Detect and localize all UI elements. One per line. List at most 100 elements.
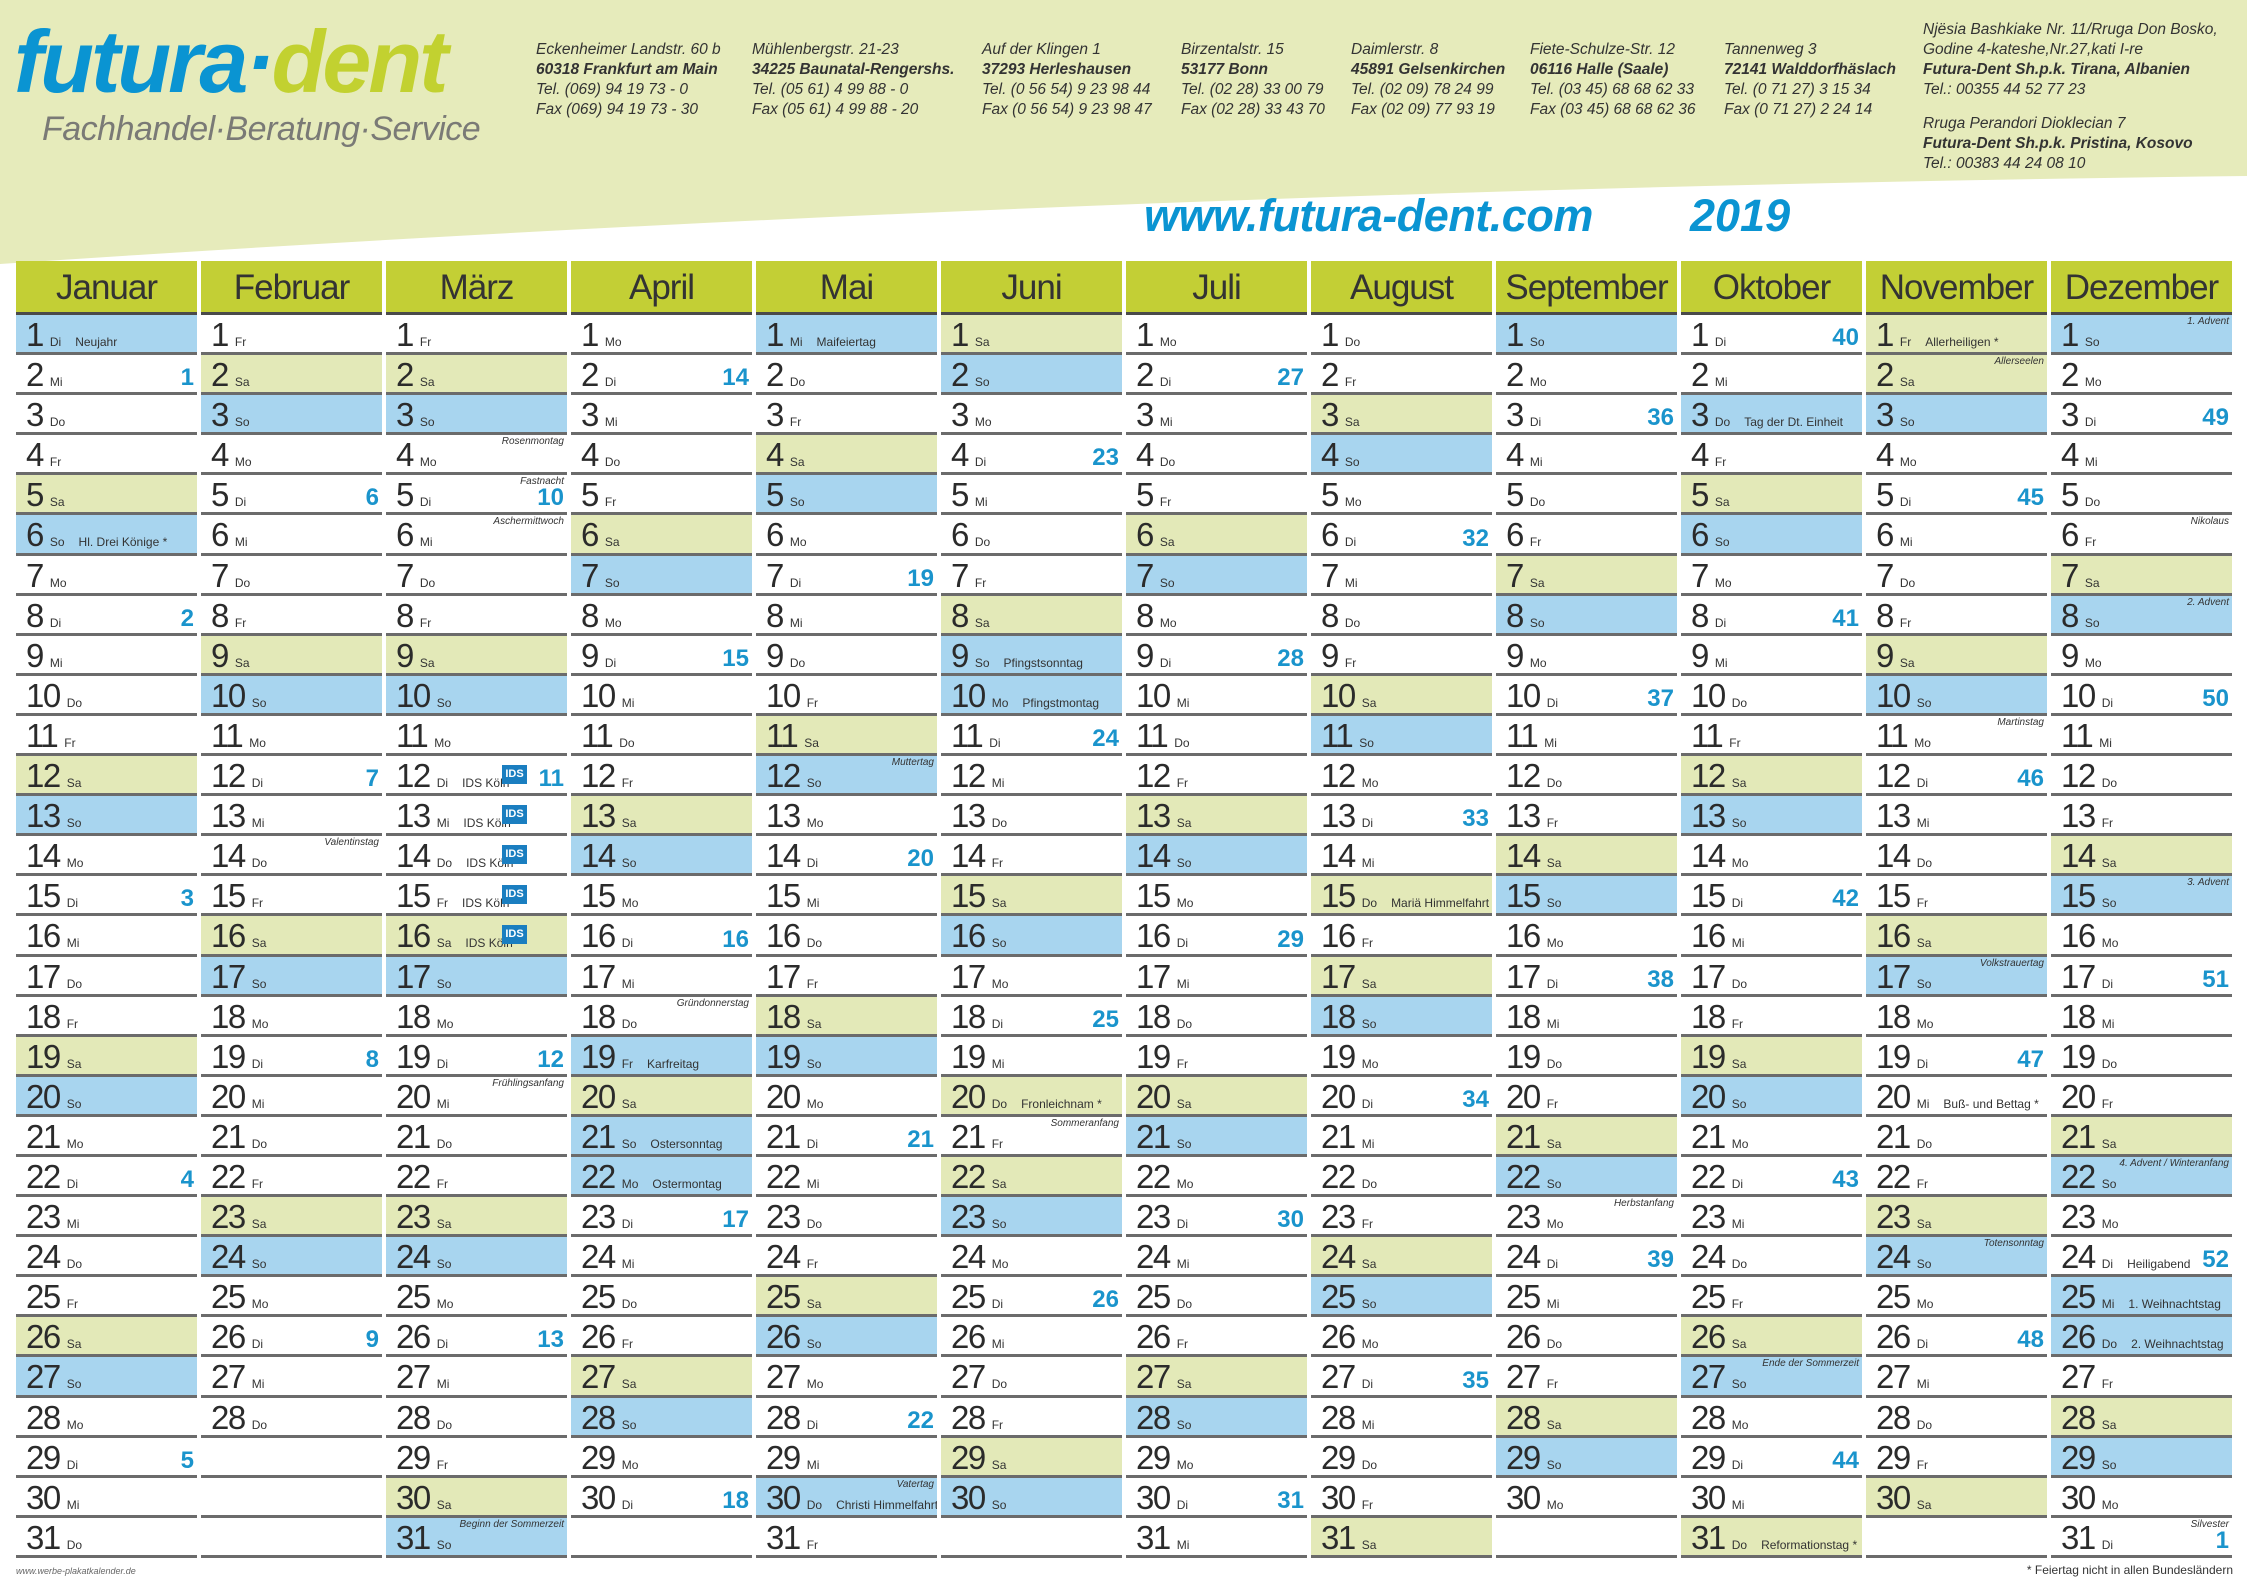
day-cell: 6 So Hl. Drei Könige * xyxy=(16,515,197,556)
day-number: 12 xyxy=(951,757,986,795)
weekday: Mo xyxy=(2084,375,2102,390)
day-number: 4 xyxy=(1876,436,1894,474)
weekday: Mi xyxy=(1714,375,1728,390)
day-number: 6 xyxy=(1691,516,1709,554)
weekday: Fr xyxy=(991,1417,1004,1432)
weekday: Do xyxy=(2084,495,2101,510)
weekday: Mi xyxy=(1176,1537,1190,1552)
week-number: 30 xyxy=(1277,1206,1304,1234)
week-number: 29 xyxy=(1277,925,1304,953)
day-cell: 22 Mo xyxy=(1126,1156,1307,1198)
day-cell: 28 So xyxy=(1126,1397,1307,1438)
day-number: 10 xyxy=(766,676,801,714)
day-number: 18 xyxy=(1136,997,1171,1035)
day-cell: 24 So xyxy=(386,1237,567,1278)
day-number: 8 xyxy=(951,596,969,634)
day-cell: 21 Sa xyxy=(2051,1116,2232,1157)
day-number: 6 xyxy=(2061,516,2079,554)
day-number: 16 xyxy=(581,917,616,955)
day-cell: 10 Mi xyxy=(571,675,752,716)
day-number: 27 xyxy=(951,1358,986,1396)
weekday: Do xyxy=(1916,856,1933,871)
day-cell: 7 Sa xyxy=(2051,555,2232,596)
month-header: Juli xyxy=(1126,261,1307,315)
ids-logo-icon: IDS xyxy=(502,925,527,945)
day-number: 11 xyxy=(396,716,429,754)
holiday-label: 1. Weihnachtstag xyxy=(2128,1297,2221,1312)
day-cell: 6 Mi xyxy=(201,515,382,556)
day-number: 26 xyxy=(211,1318,246,1356)
day-cell: 29 Fr xyxy=(386,1437,567,1478)
day-number: 25 xyxy=(766,1278,801,1316)
day-cell: 2 Di 27 xyxy=(1126,355,1307,396)
day-cell: 12 Do xyxy=(2051,756,2232,797)
month-column: August 1 Do 2 Fr 3 Sa 4 So 5 Mo 6 Di 32 7 Mi 8 Do 9 Fr 10 Sa 1… xyxy=(1311,261,1496,1558)
day-number: 23 xyxy=(951,1198,986,1236)
day-cell: 14 Sa xyxy=(2051,836,2232,877)
weekday: Fr xyxy=(621,776,634,791)
address-block: Eckenheimer Landstr. 60 b 60318 Frankfur… xyxy=(536,40,721,120)
weekday: Fr xyxy=(1176,1337,1189,1352)
day-cell: 25 Fr xyxy=(1681,1277,1862,1318)
day-number: 12 xyxy=(581,757,616,795)
day-number: 7 xyxy=(2061,556,2079,594)
day-number: 12 xyxy=(1876,757,1911,795)
day-number: 22 xyxy=(1321,1157,1356,1195)
weekday: Do xyxy=(806,1217,823,1232)
week-number: 25 xyxy=(1092,1005,1119,1033)
day-cell: 11 So xyxy=(1311,715,1492,757)
day-number: 16 xyxy=(766,917,801,955)
weekday: Mo xyxy=(1546,1497,1564,1512)
address-block: Auf der Klingen 1 37293 Herleshausen Tel… xyxy=(982,40,1152,120)
day-number: 7 xyxy=(26,556,44,594)
day-cell: 25 Do xyxy=(571,1277,752,1318)
week-number: 13 xyxy=(537,1326,564,1354)
weekday: Di xyxy=(2084,415,2097,430)
day-cell: 16 Do xyxy=(756,916,937,957)
day-number: 12 xyxy=(211,757,246,795)
day-cell: 8 So 2. Advent xyxy=(2051,595,2232,636)
day-cell: 20 So xyxy=(16,1076,197,1117)
day-number: 16 xyxy=(1876,917,1911,955)
weekday: Fr xyxy=(1714,455,1727,470)
day-cell: 4 Mi xyxy=(2051,435,2232,476)
day-cell: 24 Mi xyxy=(1126,1237,1307,1278)
day-cell: 13 Sa xyxy=(1126,796,1307,837)
day-number: 9 xyxy=(211,636,229,674)
day-cell: 1 So xyxy=(1496,315,1677,356)
weekday: Mi xyxy=(49,655,63,670)
day-cell: 26 Di 13 xyxy=(386,1317,567,1358)
website-link[interactable]: www.futura-dent.com xyxy=(1144,190,1593,241)
day-cell: 8 Di 2 xyxy=(16,595,197,636)
day-number: 21 xyxy=(1691,1117,1726,1155)
day-cell: 6 Mi xyxy=(1866,515,2047,556)
weekday: Do xyxy=(2101,1056,2118,1071)
day-cell: 22 Mi xyxy=(756,1156,937,1198)
event-note: Ende der Sommerzeit xyxy=(1762,1358,1859,1370)
weekday: Di xyxy=(66,1457,79,1472)
day-number: 10 xyxy=(396,676,431,714)
day-number: 16 xyxy=(26,917,61,955)
weekday: Mo xyxy=(2101,1217,2119,1232)
weekday: Di xyxy=(2101,1537,2114,1552)
day-number: 25 xyxy=(1691,1278,1726,1316)
weekday: Mi xyxy=(604,415,618,430)
day-cell: 20 Sa xyxy=(571,1076,752,1117)
day-cell: 17 So xyxy=(201,956,382,997)
weekday: Fr xyxy=(806,1257,819,1272)
day-cell: 18 Mi xyxy=(2051,996,2232,1037)
address-tel: Tel. (05 61) 4 99 88 - 0 xyxy=(752,81,909,98)
weekday: So xyxy=(1359,735,1374,750)
day-cell: 11 Mi xyxy=(2051,715,2232,757)
week-number: 51 xyxy=(2202,965,2229,993)
day-cell: 25 Do xyxy=(1126,1277,1307,1318)
weekday: Sa xyxy=(621,1096,637,1111)
week-number: 52 xyxy=(2202,1246,2229,1274)
weekday: Di xyxy=(251,1056,264,1071)
weekday: Sa xyxy=(436,1217,452,1232)
day-number: 26 xyxy=(1691,1318,1726,1356)
address-tel: Tel.: 00383 44 24 08 10 xyxy=(1923,155,2086,172)
day-number: 21 xyxy=(951,1117,986,1155)
day-number: 31 xyxy=(396,1518,431,1556)
day-cell: 14 Do Valentinstag xyxy=(201,836,382,877)
